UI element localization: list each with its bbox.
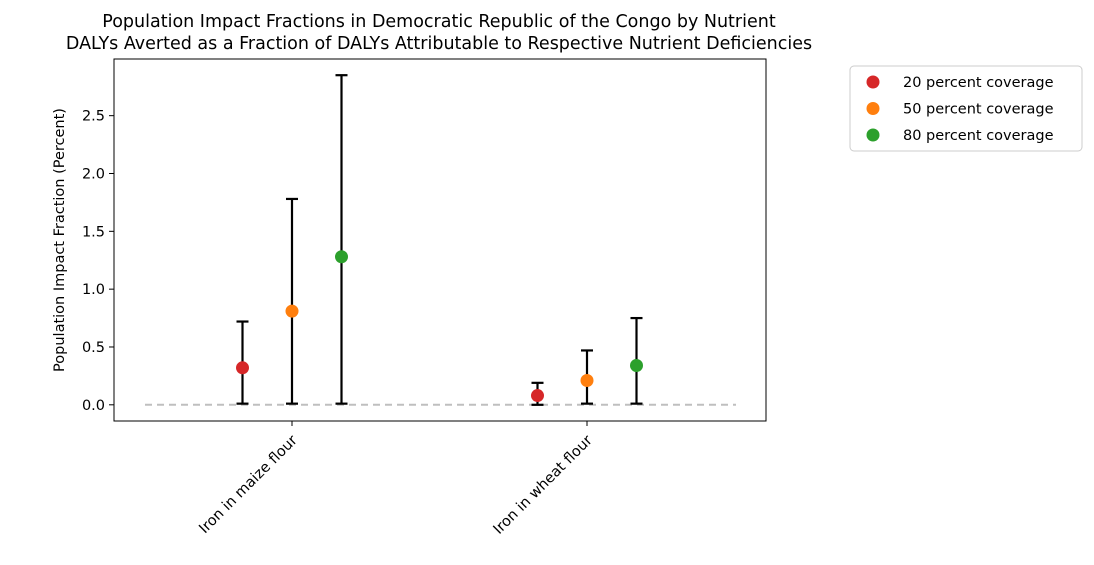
y-axis-label: Population Impact Fraction (Percent) <box>52 108 68 372</box>
data-point <box>285 304 299 318</box>
legend-marker <box>866 128 880 142</box>
legend-marker <box>866 75 880 89</box>
legend-entry-label: 50 percent coverage <box>903 102 1054 118</box>
plot-area: 0.0 0.5 1.0 1.5 2.0 2.5 Iron in maize flour Iro… <box>82 58 767 538</box>
y-tick-label: 2.5 <box>82 109 105 125</box>
data-point <box>236 361 249 375</box>
legend-marker <box>866 102 880 115</box>
chart-subtitle: DALYs Averted as a Fraction of DALYs Att… <box>66 34 812 54</box>
data-point <box>335 250 348 264</box>
y-tick-label: 1.5 <box>82 224 105 240</box>
y-tick-label: 0.5 <box>82 340 105 356</box>
x-tick-label: Iron in wheat flour <box>491 432 596 537</box>
data-point <box>630 358 643 372</box>
data-point <box>531 389 544 403</box>
y-tick-label: 1.0 <box>82 282 105 298</box>
plot-frame <box>113 58 767 422</box>
data-point <box>580 374 594 388</box>
legend-entry-label: 80 percent coverage <box>903 128 1054 144</box>
y-tick-label: 0.0 <box>82 398 105 414</box>
legend-entry-label: 20 percent coverage <box>903 75 1054 91</box>
y-tick-label: 2.0 <box>82 166 105 182</box>
legend-frame <box>849 65 1083 152</box>
x-tick-label: Iron in maize flour <box>196 432 301 537</box>
chart-title: Population Impact Fractions in Democrati… <box>102 12 776 32</box>
legend: 20 percent coverage 50 percent coverage 80… <box>849 65 1083 152</box>
